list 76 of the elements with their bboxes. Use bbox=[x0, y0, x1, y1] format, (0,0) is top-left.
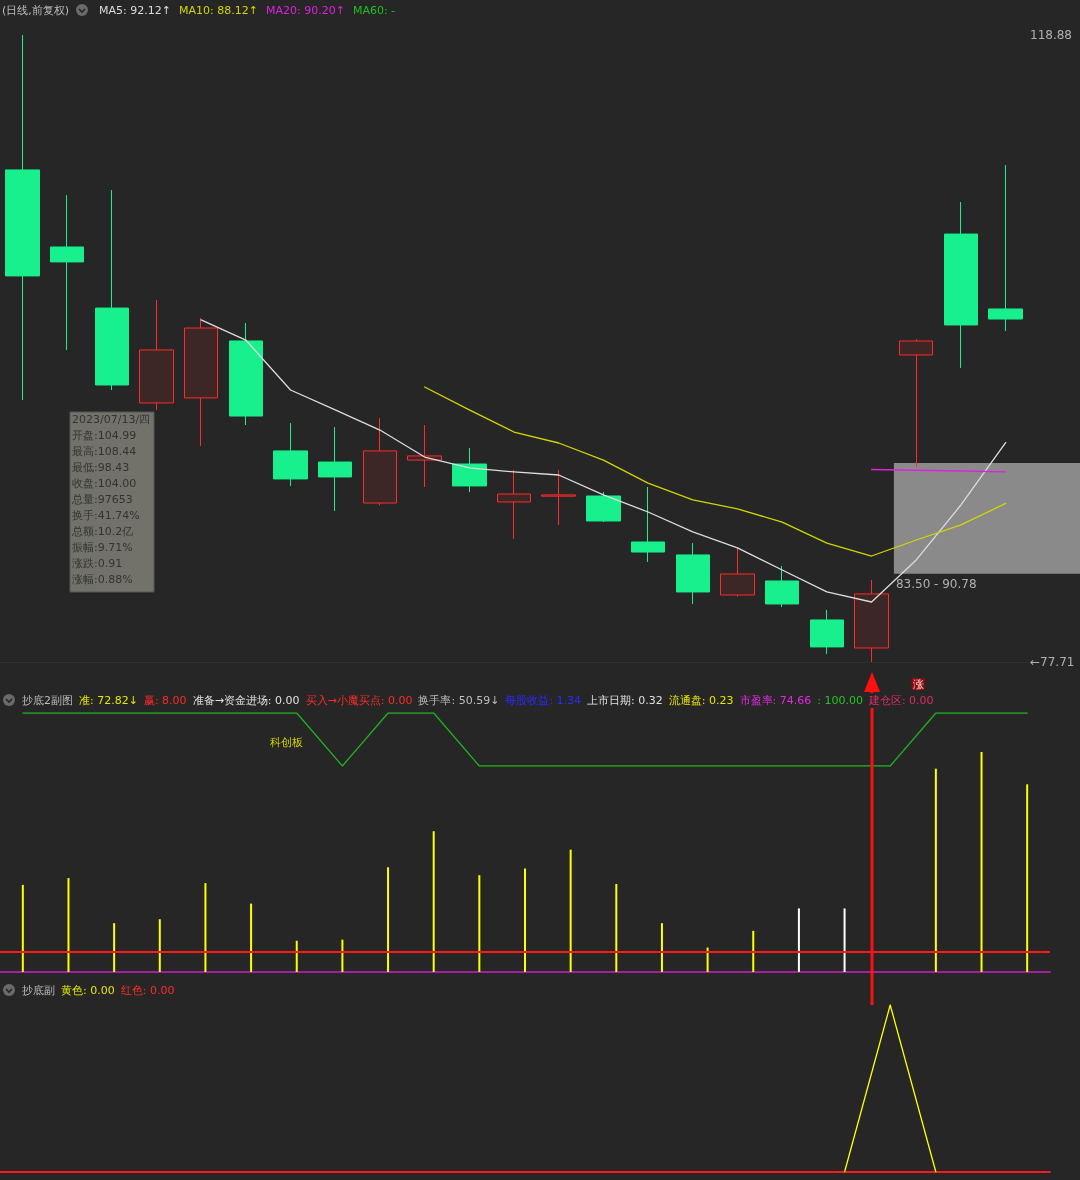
text: 建仓区: 0.00 bbox=[868, 692, 934, 708]
y-tick-label: 118.88 bbox=[1030, 28, 1072, 42]
bar bbox=[432, 831, 435, 972]
candlestick bbox=[273, 422, 308, 487]
bar bbox=[295, 940, 298, 972]
candlestick bbox=[586, 491, 621, 523]
annotation: 2023/07/13/四 bbox=[72, 413, 151, 426]
candlestick bbox=[5, 34, 40, 401]
text: 买入→小魔买点: 0.00 bbox=[305, 692, 413, 708]
bar bbox=[113, 923, 116, 972]
annotation: 总额:10.2亿 bbox=[71, 525, 134, 538]
bar bbox=[21, 884, 24, 972]
text: 赢: 8.00 bbox=[143, 692, 187, 708]
bar bbox=[341, 939, 344, 972]
bar bbox=[615, 884, 618, 972]
candlestick bbox=[452, 447, 487, 493]
bar bbox=[158, 919, 161, 972]
band-label: 83.50 - 90.78 bbox=[895, 576, 977, 591]
chart-title: 抄底副 bbox=[22, 982, 55, 998]
bar bbox=[1026, 784, 1029, 972]
text: 流通盘: 0.23 bbox=[668, 692, 734, 708]
line-series bbox=[423, 386, 1007, 557]
bar bbox=[934, 768, 937, 972]
candlestick bbox=[95, 189, 129, 391]
text: 黄色: 0.00 bbox=[61, 982, 115, 998]
bar bbox=[250, 903, 253, 972]
text: 涨 bbox=[912, 678, 924, 691]
text: : 100.00 bbox=[817, 693, 863, 707]
candlestick bbox=[139, 299, 174, 411]
candlestick bbox=[541, 469, 576, 526]
text: 换手率: 50.59↓ bbox=[418, 692, 500, 708]
legend-label: MA60: - bbox=[352, 3, 396, 17]
candlestick bbox=[676, 542, 710, 605]
annotation: 换手:41.74% bbox=[72, 509, 140, 522]
candlestick bbox=[631, 486, 665, 563]
text: MA20: 90.20↑ bbox=[265, 3, 345, 17]
candlestick bbox=[229, 322, 263, 426]
candlestick bbox=[407, 424, 442, 488]
candlestick bbox=[363, 417, 397, 506]
candlestick bbox=[854, 579, 889, 663]
y-tick-label: ←77.71 bbox=[1030, 655, 1075, 669]
text: 上市日期: 0.32 bbox=[587, 692, 663, 708]
text: 红色: 0.00 bbox=[120, 982, 175, 998]
bar bbox=[752, 930, 755, 972]
candlestick bbox=[899, 338, 933, 468]
bar bbox=[797, 908, 800, 972]
candlestick bbox=[988, 164, 1023, 332]
candlestick bbox=[50, 194, 84, 351]
candlestick bbox=[318, 426, 352, 512]
text: 准备→资金进场: 0.00 bbox=[192, 692, 300, 708]
candlestick bbox=[944, 201, 978, 369]
candlestick bbox=[497, 469, 531, 540]
text: 准: 72.82↓ bbox=[79, 692, 138, 708]
candlestick bbox=[720, 547, 755, 598]
bar bbox=[67, 878, 70, 972]
chart-subtitle: (日线,前复权) bbox=[2, 2, 70, 18]
bar bbox=[843, 908, 846, 972]
bar bbox=[387, 867, 390, 972]
bar bbox=[524, 868, 526, 972]
bar bbox=[569, 849, 572, 972]
bar bbox=[204, 883, 207, 972]
bar bbox=[478, 875, 481, 972]
text: 每股收益: 1.34 bbox=[505, 692, 582, 708]
candlestick bbox=[810, 609, 844, 655]
bar bbox=[660, 923, 663, 972]
annotation: 涨跌:0.91 bbox=[72, 557, 123, 570]
bar bbox=[706, 947, 709, 972]
candlestick bbox=[184, 317, 218, 447]
text: MA5: 92.12↑ bbox=[99, 3, 172, 17]
annotation: 科创板 bbox=[270, 736, 303, 749]
chart-title: 抄底2副图 bbox=[22, 692, 73, 708]
text: 市盈率: 74.66 bbox=[739, 692, 812, 708]
text: MA10: 88.12↑ bbox=[179, 3, 258, 17]
bar bbox=[980, 752, 983, 972]
candlestick bbox=[765, 565, 799, 608]
line-series bbox=[200, 319, 1007, 603]
